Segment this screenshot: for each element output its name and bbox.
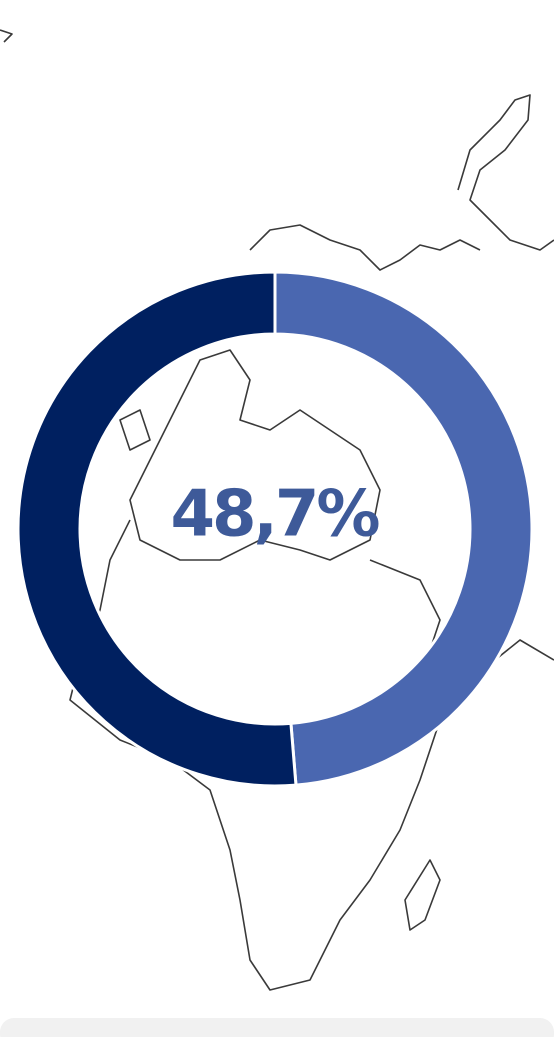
bottom-panel [0, 1018, 554, 1037]
map-outline [369, 559, 441, 651]
map-outline [404, 859, 441, 931]
map-outline [457, 94, 554, 251]
donut-segment [273, 270, 534, 787]
map-outline [119, 409, 151, 451]
donut [16, 270, 534, 788]
center-label: 48,7% [170, 478, 379, 552]
donut-segment [16, 270, 298, 788]
map-outline [129, 349, 381, 561]
map-outline [0, 29, 13, 43]
map-outline [249, 224, 481, 271]
